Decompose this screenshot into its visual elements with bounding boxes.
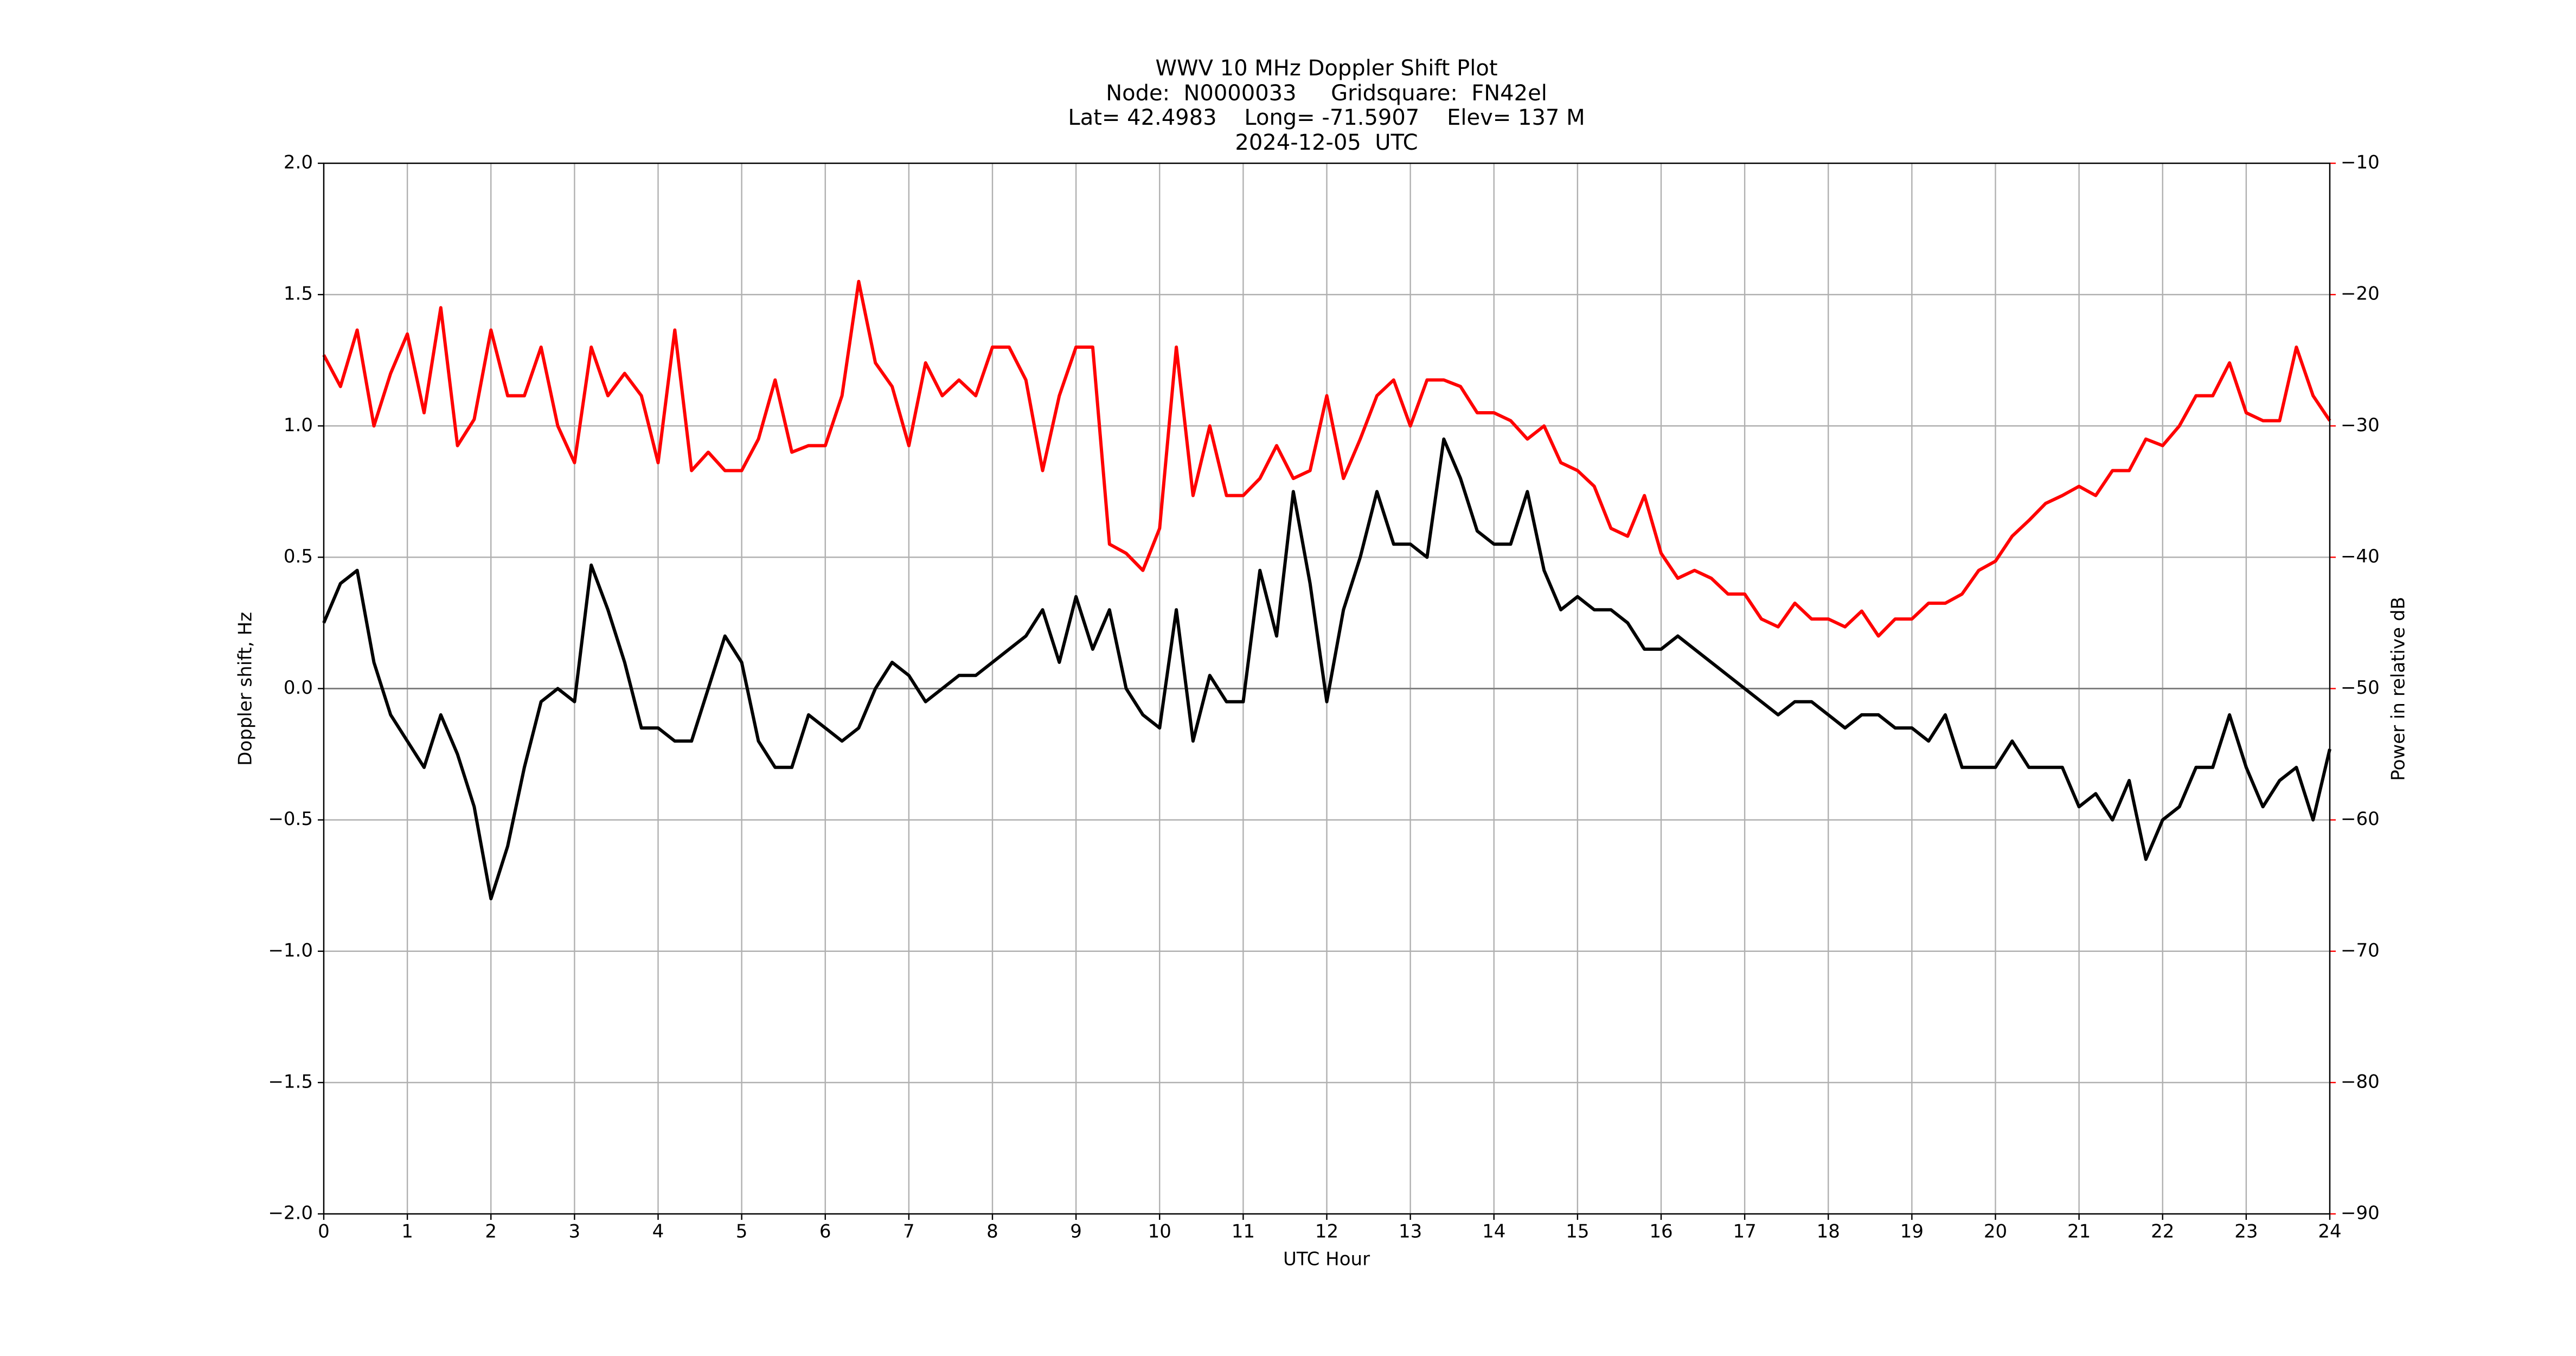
y2-tick-label: −40 bbox=[2341, 546, 2380, 567]
y2-tick-label: −70 bbox=[2341, 939, 2380, 961]
plot-frame bbox=[323, 162, 2331, 1215]
x-tick-label: 5 bbox=[736, 1221, 748, 1243]
x-tick-label: 6 bbox=[819, 1221, 831, 1243]
y2-tick-label: −20 bbox=[2341, 283, 2380, 305]
x-tick-label: 22 bbox=[2151, 1221, 2174, 1243]
y2-tick-label: −90 bbox=[2341, 1203, 2380, 1224]
y-axis-label: Doppler shift, Hz bbox=[235, 612, 257, 766]
x-tick-label: 19 bbox=[1900, 1221, 1924, 1243]
x-tick-label: 11 bbox=[1232, 1221, 1255, 1243]
data-line bbox=[322, 279, 2331, 638]
y2-tick-label: −30 bbox=[2341, 414, 2380, 436]
y2-axis-label: Power in relative dB bbox=[2388, 597, 2410, 781]
chart-title: WWV 10 MHz Doppler Shift Plot bbox=[1155, 56, 1497, 81]
y2-tick-label: −60 bbox=[2341, 808, 2380, 830]
x-tick-label: 21 bbox=[2067, 1221, 2091, 1243]
x-tick-label: 0 bbox=[318, 1221, 330, 1243]
chart-subtitle: Lat= 42.4983 Long= -71.5907 Elev= 137 M bbox=[1068, 105, 1585, 130]
x-tick-label: 15 bbox=[1566, 1221, 1589, 1243]
y-tick-label: 0.0 bbox=[284, 677, 313, 699]
x-tick-label: 12 bbox=[1315, 1221, 1338, 1243]
x-tick-label: 17 bbox=[1733, 1221, 1756, 1243]
y-tick-label: −2.0 bbox=[268, 1203, 313, 1224]
x-tick-label: 9 bbox=[1070, 1221, 1082, 1243]
y2-tick-label: −80 bbox=[2341, 1071, 2380, 1092]
y-tick-label: −1.0 bbox=[268, 939, 313, 961]
x-tick-label: 24 bbox=[2318, 1221, 2341, 1243]
y-tick-label: −1.5 bbox=[268, 1071, 313, 1092]
y-tick-label: 1.0 bbox=[284, 414, 313, 436]
x-tick-label: 10 bbox=[1148, 1221, 1171, 1243]
x-tick-label: 23 bbox=[2234, 1221, 2258, 1243]
y-tick-label: 2.0 bbox=[284, 152, 313, 174]
x-tick-label: 7 bbox=[903, 1221, 915, 1243]
chart-subtitle: Node: N0000033 Gridsquare: FN42el bbox=[1106, 81, 1547, 106]
x-tick-label: 8 bbox=[986, 1221, 998, 1243]
x-tick-label: 1 bbox=[401, 1221, 413, 1243]
y-tick-label: 0.5 bbox=[284, 546, 313, 567]
y2-tick-label: −10 bbox=[2341, 152, 2380, 174]
x-tick-label: 4 bbox=[652, 1221, 664, 1243]
x-tick-label: 2 bbox=[485, 1221, 497, 1243]
x-tick-label: 18 bbox=[1817, 1221, 1840, 1243]
y2-tick-label: −50 bbox=[2341, 677, 2380, 699]
x-tick-label: 3 bbox=[569, 1221, 581, 1243]
data-line bbox=[322, 437, 2331, 900]
y-tick-label: 1.5 bbox=[284, 283, 313, 305]
x-tick-label: 14 bbox=[1482, 1221, 1505, 1243]
x-tick-label: 16 bbox=[1649, 1221, 1673, 1243]
x-tick-label: 13 bbox=[1399, 1221, 1422, 1243]
y-tick-label: −0.5 bbox=[268, 808, 313, 830]
x-axis-label: UTC Hour bbox=[1283, 1249, 1370, 1270]
x-tick-label: 20 bbox=[1984, 1221, 2007, 1243]
chart-subtitle: 2024-12-05 UTC bbox=[1235, 130, 1418, 155]
